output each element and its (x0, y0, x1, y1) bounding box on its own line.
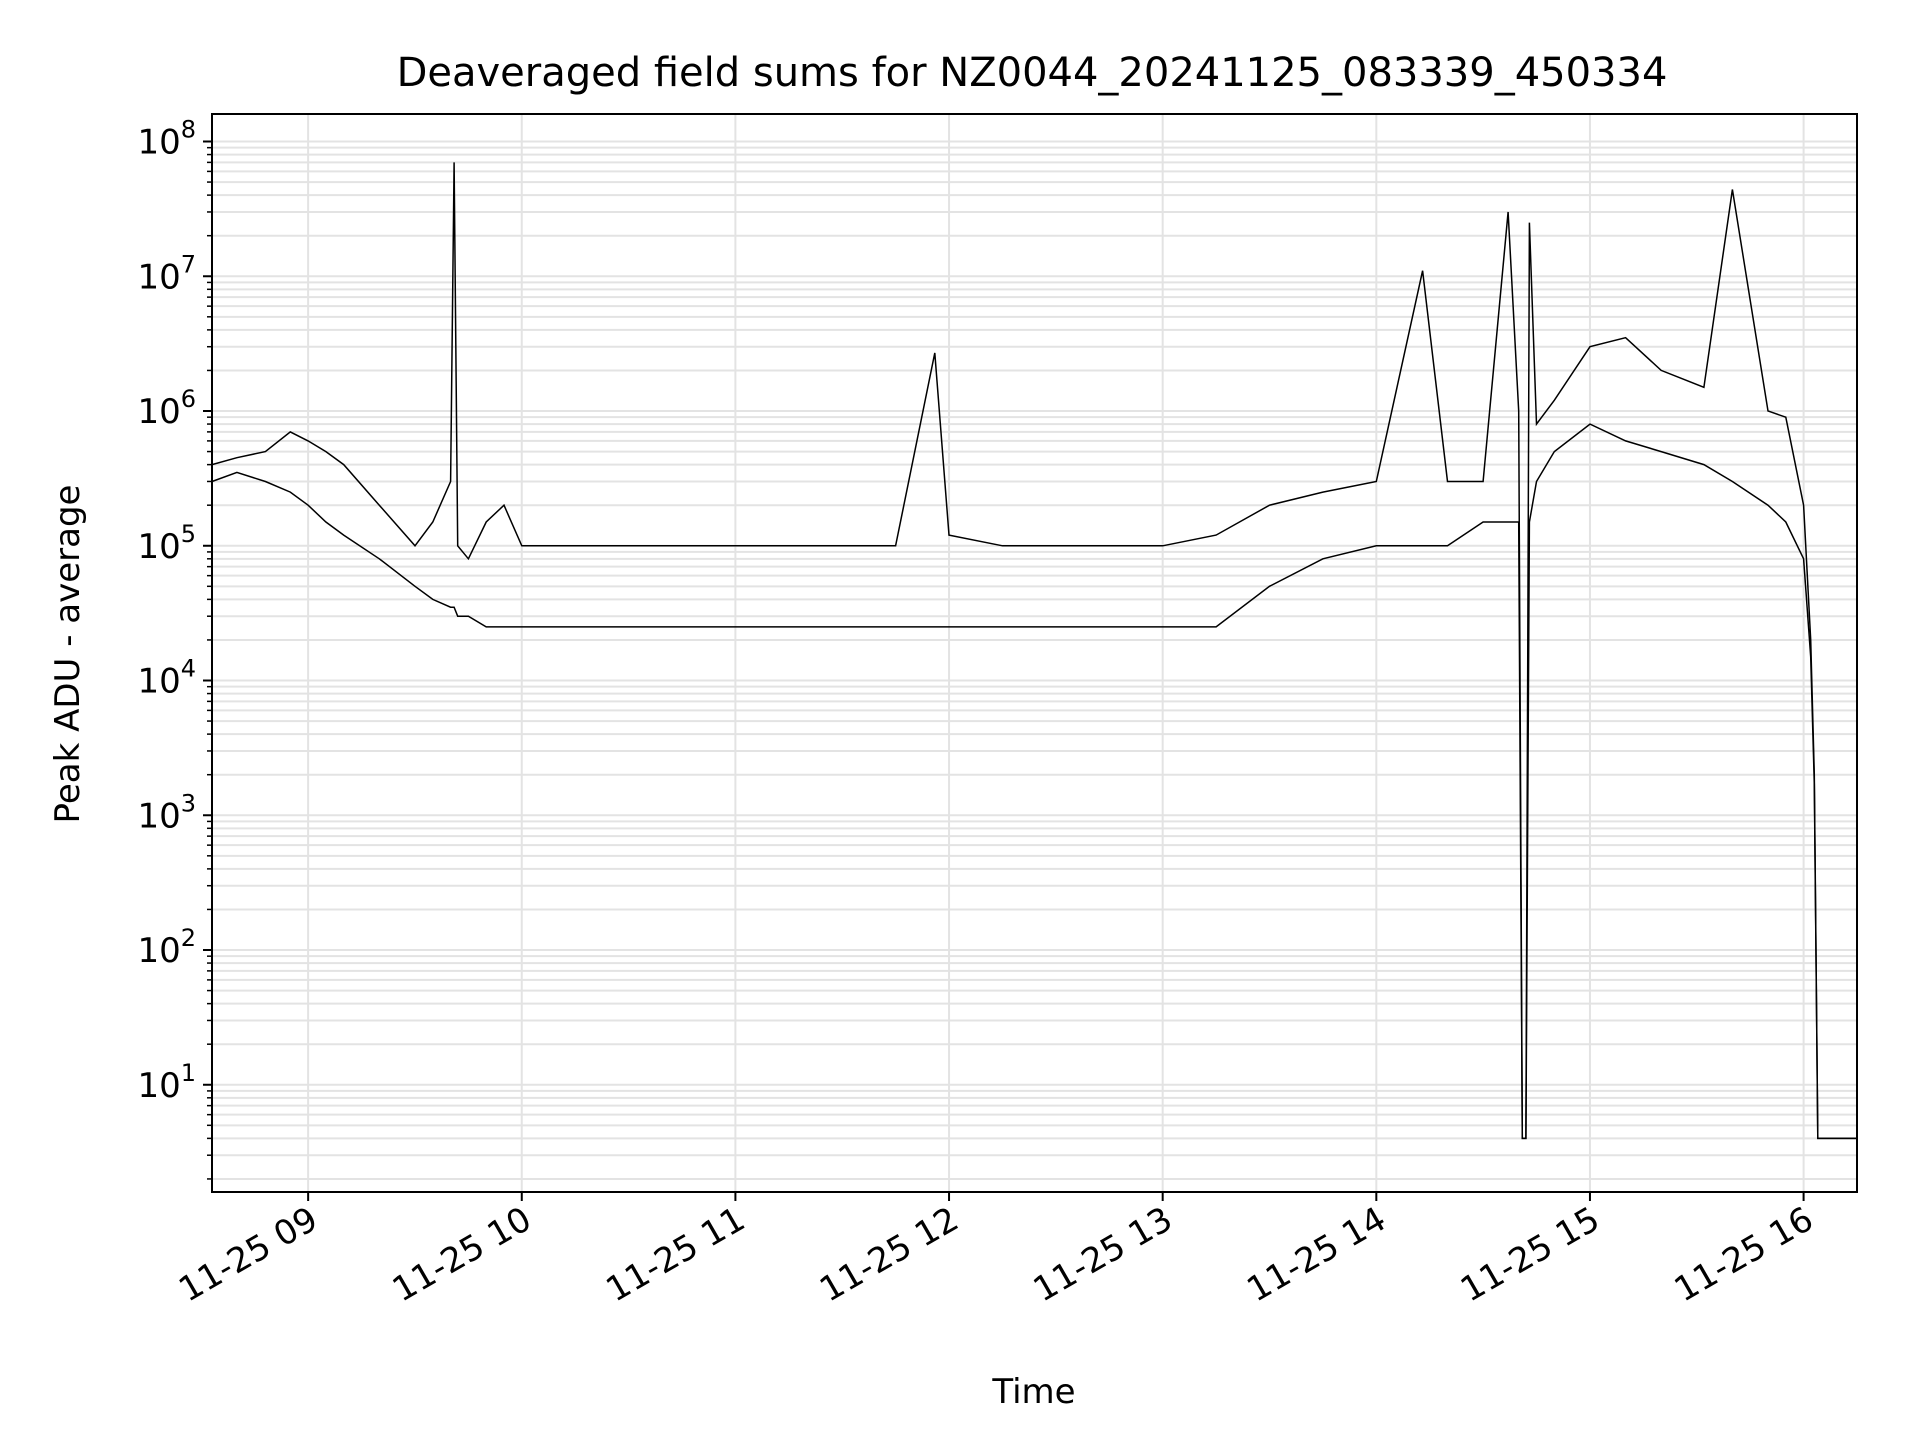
y-tick-exponent: 8 (181, 116, 196, 144)
chart-title: Deaveraged field sums for NZ0044_2024112… (397, 50, 1668, 96)
y-tick-label: 102 (137, 924, 196, 971)
y-tick-label: 106 (137, 385, 196, 432)
y-tick-exponent: 5 (181, 520, 196, 548)
series-envelope-line (211, 423, 1857, 1140)
y-tick-label: 103 (137, 789, 196, 836)
x-axis-label: Time (991, 1372, 1075, 1412)
y-tick-exponent: 1 (181, 1059, 196, 1087)
y-tick-label: 105 (137, 520, 196, 567)
y-tick-base: 10 (137, 392, 180, 432)
y-tick-label: 104 (137, 655, 196, 702)
y-tick-exponent: 7 (181, 250, 196, 278)
y-tick-base: 10 (137, 796, 180, 836)
y-tick-base: 10 (137, 527, 180, 567)
y-tick-base: 10 (137, 123, 180, 163)
y-tick-exponent: 3 (181, 789, 196, 817)
axes-frame (211, 113, 1858, 1193)
y-tick-label: 101 (137, 1059, 196, 1106)
series-line (211, 162, 1857, 1140)
plot-area (211, 162, 1857, 1140)
y-tick-exponent: 2 (181, 924, 196, 952)
y-tick-base: 10 (137, 257, 180, 297)
y-tick-label: 108 (137, 116, 196, 163)
y-tick-exponent: 4 (181, 655, 196, 683)
y-tick-exponent: 6 (181, 385, 196, 413)
y-tick-base: 10 (137, 931, 180, 971)
y-axis-label: Peak ADU - average (48, 485, 88, 824)
y-tick-label: 107 (137, 250, 196, 297)
y-tick-base: 10 (137, 662, 180, 702)
grid (212, 114, 1857, 1192)
y-tick-base: 10 (137, 1066, 180, 1106)
